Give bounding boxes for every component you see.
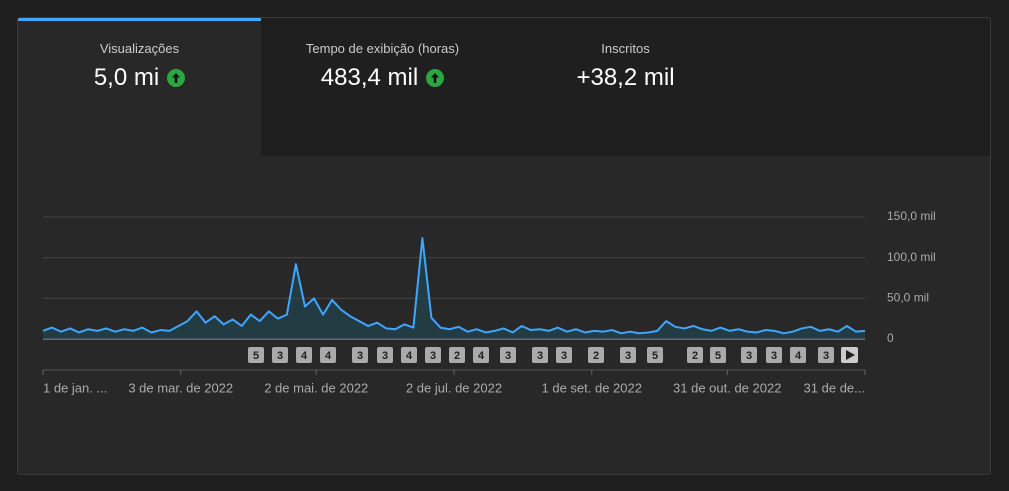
y-tick-label: 50,0 mil: [887, 291, 929, 305]
marker-bg[interactable]: [818, 347, 834, 363]
marker-bg[interactable]: [741, 347, 757, 363]
annotation-marker[interactable]: 2: [687, 347, 703, 363]
x-tick-label: 2 de mai. de 2022: [264, 380, 368, 395]
marker-bg[interactable]: [352, 347, 368, 363]
marker-label[interactable]: 2: [593, 350, 599, 362]
marker-label[interactable]: 4: [478, 350, 485, 362]
annotation-marker[interactable]: 3: [500, 347, 516, 363]
metric-tab[interactable]: Tempo de exibição (horas) 483,4 mil: [261, 18, 505, 156]
marker-bg[interactable]: [790, 347, 806, 363]
metric-tab[interactable]: Inscritos +38,2 mil: [504, 18, 748, 156]
x-tick-label: 1 de jan. ...: [43, 380, 107, 395]
annotation-marker[interactable]: 4: [296, 347, 312, 363]
annotation-marker[interactable]: 4: [401, 347, 417, 363]
marker-bg[interactable]: [647, 347, 663, 363]
x-tick-label: 31 de de...: [804, 380, 865, 395]
marker-bg[interactable]: [449, 347, 465, 363]
marker-label[interactable]: 3: [505, 350, 511, 362]
marker-bg[interactable]: [710, 347, 726, 363]
marker-label[interactable]: 3: [537, 350, 543, 362]
marker-label[interactable]: 4: [406, 350, 413, 362]
annotation-marker[interactable]: 4: [320, 347, 336, 363]
analytics-card: Visualizações 5,0 mi Tempo de exibição (ho…: [17, 17, 991, 475]
marker-bg[interactable]: [766, 347, 782, 363]
metric-value-row: +38,2 mil: [504, 64, 747, 92]
annotation-marker[interactable]: 3: [532, 347, 548, 363]
marker-label[interactable]: 3: [357, 350, 363, 362]
marker-label[interactable]: 4: [795, 350, 802, 362]
metric-title: Visualizações: [99, 41, 180, 56]
annotation-marker[interactable]: 3: [352, 347, 368, 363]
empty-tab: [747, 18, 990, 156]
marker-label[interactable]: 5: [652, 350, 658, 362]
marker-label[interactable]: 3: [430, 350, 436, 362]
marker-bg[interactable]: [620, 347, 636, 363]
marker-label[interactable]: 5: [715, 350, 721, 362]
annotation-marker[interactable]: 3: [818, 347, 834, 363]
x-tick-label: 2 de jul. de 2022: [406, 380, 502, 395]
marker-bg[interactable]: [687, 347, 703, 363]
marker-label[interactable]: 5: [253, 350, 259, 362]
metric-value: 5,0 mi: [93, 64, 160, 91]
marker-bg[interactable]: [473, 347, 489, 363]
marker-bg[interactable]: [320, 347, 336, 363]
marker-bg[interactable]: [248, 347, 264, 363]
annotation-marker[interactable]: 3: [620, 347, 636, 363]
x-tick-label: 3 de mar. de 2022: [128, 380, 233, 395]
metric-value-row: 5,0 mi: [18, 64, 261, 92]
marker-bg[interactable]: [401, 347, 417, 363]
play-icon[interactable]: [846, 350, 855, 360]
marker-label[interactable]: 3: [625, 350, 631, 362]
marker-bg[interactable]: [588, 347, 604, 363]
marker-label[interactable]: 2: [692, 350, 698, 362]
marker-bg[interactable]: [272, 347, 288, 363]
metric-value: +38,2 mil: [576, 64, 675, 91]
marker-label[interactable]: 4: [325, 350, 332, 362]
marker-bg[interactable]: [532, 347, 548, 363]
annotation-marker[interactable]: 3: [556, 347, 572, 363]
metric-value: 483,4 mil: [320, 64, 419, 91]
x-tick-label: 31 de out. de 2022: [673, 380, 781, 395]
marker-label[interactable]: 2: [454, 350, 460, 362]
annotation-marker[interactable]: 5: [710, 347, 726, 363]
annotation-marker[interactable]: 3: [377, 347, 393, 363]
y-tick-label: 0: [887, 331, 894, 345]
marker-label[interactable]: 3: [561, 350, 567, 362]
marker-label[interactable]: 3: [823, 350, 829, 362]
y-tick-label: 150,0 mil: [887, 209, 936, 223]
annotation-marker[interactable]: 5: [248, 347, 264, 363]
marker-bg[interactable]: [377, 347, 393, 363]
annotation-marker[interactable]: 3: [272, 347, 288, 363]
annotation-marker[interactable]: 3: [425, 347, 441, 363]
marker-bg[interactable]: [425, 347, 441, 363]
marker-label[interactable]: 3: [746, 350, 752, 362]
annotation-marker[interactable]: 4: [790, 347, 806, 363]
marker-label[interactable]: 3: [277, 350, 283, 362]
area: [43, 238, 865, 339]
marker-label[interactable]: 3: [771, 350, 777, 362]
annotation-marker[interactable]: 4: [473, 347, 489, 363]
metric-title: Tempo de exibição (horas): [305, 41, 460, 56]
trend-up-icon: [167, 69, 186, 87]
metric-value-row: 483,4 mil: [261, 64, 504, 92]
marker-bg[interactable]: [500, 347, 516, 363]
y-tick-label: 100,0 mil: [887, 250, 936, 264]
marker-bg[interactable]: [296, 347, 312, 363]
annotation-marker[interactable]: 3: [766, 347, 782, 363]
marker-label[interactable]: 4: [301, 350, 308, 362]
play-button[interactable]: [841, 347, 858, 363]
metric-tab[interactable]: Visualizações 5,0 mi: [18, 18, 262, 156]
annotation-marker[interactable]: 3: [741, 347, 757, 363]
annotation-marker[interactable]: 5: [647, 347, 663, 363]
metric-title: Inscritos: [601, 41, 650, 56]
marker-bg[interactable]: [556, 347, 572, 363]
x-tick-label: 1 de set. de 2022: [542, 380, 642, 395]
line: [42, 237, 866, 335]
marker-label[interactable]: 3: [382, 350, 388, 362]
annotation-marker[interactable]: 2: [449, 347, 465, 363]
trend-up-icon: [426, 69, 445, 87]
annotation-marker[interactable]: 2: [588, 347, 604, 363]
